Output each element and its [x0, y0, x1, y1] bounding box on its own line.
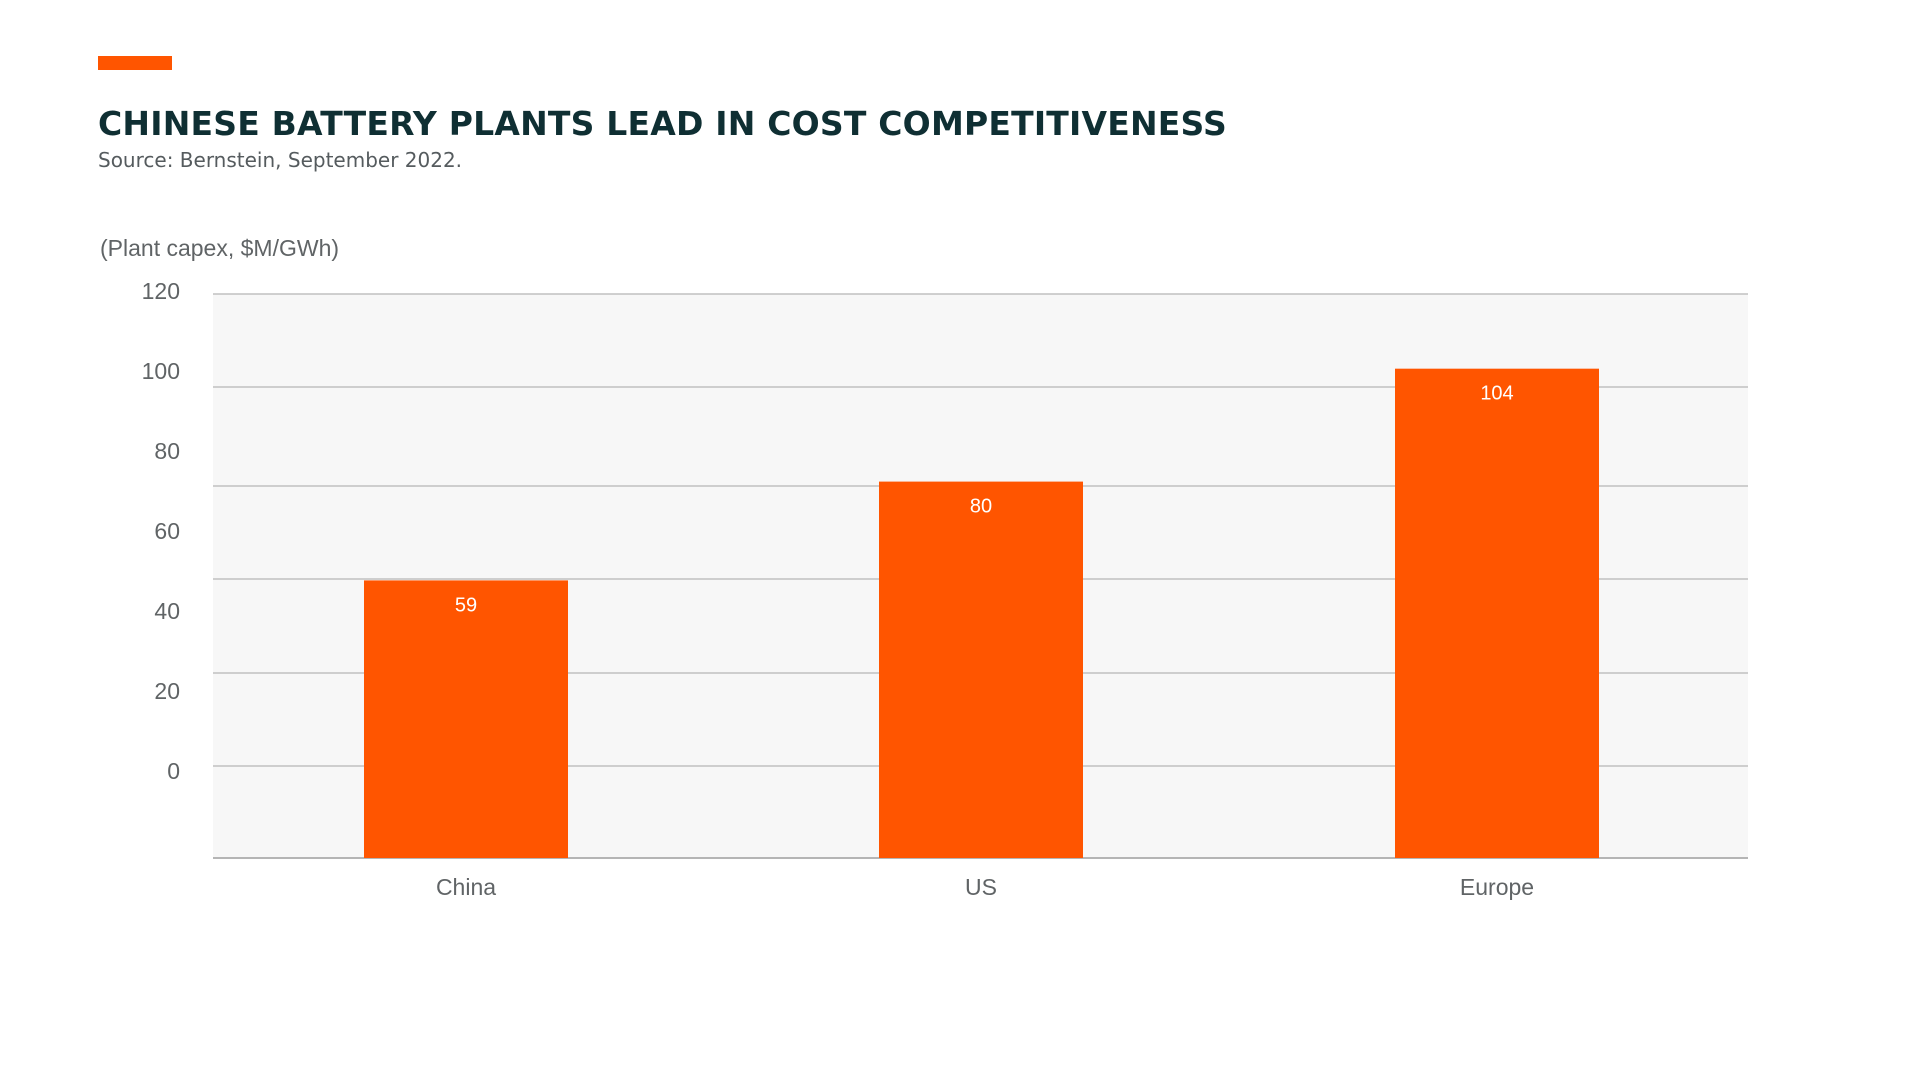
y-tick-label: 100	[142, 358, 180, 384]
data-label: 104	[1480, 383, 1513, 405]
y-tick-label: 0	[167, 758, 180, 784]
y-tick-label: 60	[154, 518, 180, 544]
y-axis-label: (Plant capex, $M/GWh)	[100, 235, 339, 261]
data-label: 59	[455, 594, 477, 616]
plot-area: 120 100 80 60 40 20 0 59 China 80 US 104 Europe	[142, 278, 1748, 900]
bar-europe	[1395, 368, 1599, 858]
y-tick-label: 80	[154, 438, 180, 464]
data-label: 80	[970, 496, 992, 518]
y-tick-label: 40	[154, 598, 180, 624]
bar-china	[364, 580, 568, 858]
accent-bar	[98, 56, 172, 70]
chart-source: Source: Bernstein, September 2022.	[98, 148, 463, 172]
x-tick-label: US	[965, 874, 997, 900]
y-tick-label: 20	[154, 678, 180, 704]
bar-us	[879, 481, 1083, 858]
y-tick-label: 120	[142, 278, 180, 304]
x-tick-label: China	[436, 874, 496, 900]
x-tick-label: Europe	[1460, 874, 1534, 900]
chart-title: CHINESE BATTERY PLANTS LEAD IN COST COMP…	[98, 104, 1227, 143]
